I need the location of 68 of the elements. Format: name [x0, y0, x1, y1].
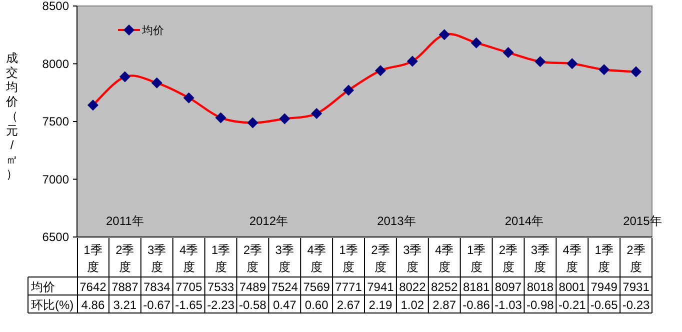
data-label: 8252 [431, 280, 458, 294]
data-label: 7941 [367, 280, 394, 294]
data-label: 7524 [271, 280, 298, 294]
data-label: 8001 [558, 280, 586, 294]
x-tick-label: 2季度 [116, 243, 134, 274]
x-tick-label: 1季度 [84, 243, 102, 274]
legend-label: 均价 [141, 25, 164, 37]
y-tick-label: 8500 [42, 0, 70, 13]
text: 均价 [31, 280, 55, 294]
x-tick-label: 1季度 [211, 243, 230, 274]
data-label: 7834 [144, 280, 171, 294]
x-tick-label: 4季度 [562, 243, 582, 274]
data-label: 7642 [80, 280, 107, 294]
x-tick-label: 1季度 [594, 243, 614, 274]
y-tick-label: 8000 [42, 56, 70, 71]
x-tick-label: 4季度 [179, 243, 198, 274]
text: 4.86 [81, 298, 105, 312]
text: 2.67 [336, 298, 361, 312]
text: -0.23 [622, 298, 650, 312]
text: 0.47 [272, 298, 297, 312]
data-label: 7771 [335, 280, 362, 294]
y-tick-label: 7000 [42, 172, 70, 186]
data-label: 8022 [399, 280, 426, 294]
text: -0.98 [526, 298, 554, 312]
x-tick-label: 4季度 [435, 243, 454, 274]
text: -0.86 [462, 298, 490, 312]
x-tick-label: 3季度 [530, 243, 550, 274]
text: 1.02 [400, 298, 424, 312]
x-tick-label: 1季度 [339, 243, 358, 274]
text: -2.23 [207, 298, 235, 312]
text: 3.21 [113, 298, 137, 312]
text: -0.65 [590, 298, 618, 312]
text: 环比(%) [31, 298, 74, 312]
x-tick-label: 3季度 [403, 243, 422, 274]
annotation: 2013年 [377, 214, 416, 228]
text: 2.19 [368, 298, 392, 312]
y-tick-label: 6500 [42, 230, 70, 244]
x-tick-label: 3季度 [275, 243, 294, 274]
text: 成交均价（元/㎡） [6, 51, 18, 181]
x-tick-label: 3季度 [148, 243, 166, 274]
x-tick-label: 1季度 [466, 243, 486, 274]
text: -0.67 [143, 298, 171, 312]
x-tick-label: 2季度 [243, 243, 262, 274]
text: -0.21 [558, 298, 586, 312]
annotation: 2012年 [249, 214, 288, 228]
text: -1.03 [494, 298, 522, 312]
data-label: 7569 [303, 280, 330, 294]
text: -0.58 [239, 298, 267, 312]
x-tick-label: 2季度 [626, 243, 646, 274]
annotation: 2015年 [623, 214, 662, 228]
data-label: 7887 [112, 280, 139, 294]
data-label: 8097 [494, 280, 522, 294]
data-label: 8018 [526, 280, 554, 294]
text: 2.87 [432, 298, 456, 312]
data-label: 7489 [239, 280, 266, 294]
text: -1.65 [175, 298, 203, 312]
x-tick-label: 2季度 [371, 243, 390, 274]
text: 0.60 [304, 298, 329, 312]
x-tick-label: 4季度 [307, 243, 326, 274]
data-label: 7931 [622, 280, 650, 294]
data-label: 7533 [207, 280, 234, 294]
y-tick-label: 7500 [42, 114, 70, 128]
data-label: 7949 [590, 280, 618, 294]
data-label: 7705 [175, 280, 202, 294]
data-label: 8181 [462, 280, 490, 294]
annotation: 2014年 [504, 214, 544, 228]
annotation: 2011年 [106, 214, 144, 228]
x-tick-label: 2季度 [498, 243, 518, 274]
